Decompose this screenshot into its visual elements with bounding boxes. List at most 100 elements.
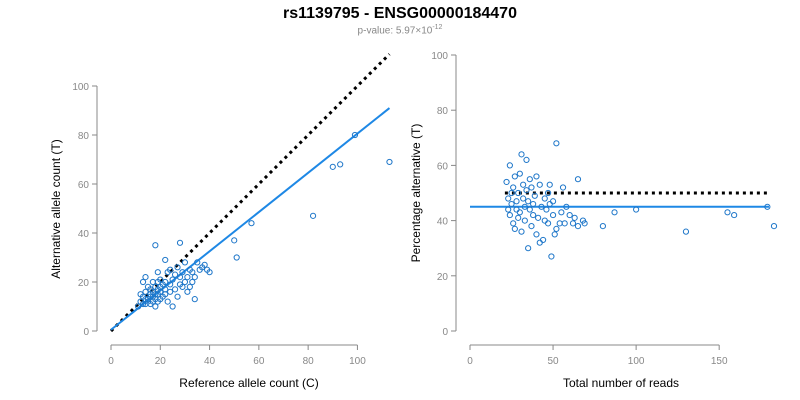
right-data-point: [505, 195, 512, 202]
left-data-point: [186, 283, 193, 290]
left-data-point: [154, 269, 161, 276]
left-data-point: [191, 274, 198, 281]
left-y-tick-label: 60: [78, 180, 90, 191]
right-x-tick-label: 100: [628, 356, 645, 367]
right-data-point: [544, 189, 552, 197]
right-data-point: [548, 253, 555, 260]
left-data-point: [152, 242, 159, 249]
left-x-tick-label: 20: [155, 356, 167, 367]
right-data-point: [510, 184, 517, 191]
right-data-point: [530, 211, 537, 219]
right-y-tick-label: 100: [431, 51, 448, 62]
right-data-point: [558, 209, 565, 216]
left-data-point: [181, 278, 189, 286]
left-data-point: [179, 283, 186, 290]
right-data-point: [523, 187, 530, 194]
left-data-point: [181, 259, 189, 266]
left-data-point: [179, 269, 186, 276]
right-data-point: [525, 245, 532, 252]
chart-title: rs1139795 - ENSG00000184470: [283, 5, 517, 22]
right-data-point: [549, 211, 557, 219]
left-data-point: [184, 274, 191, 281]
right-data-point: [510, 220, 517, 227]
right-data-point: [518, 151, 525, 158]
left-data-point: [171, 271, 179, 278]
right-data-point: [531, 192, 538, 199]
right-data-point: [536, 181, 543, 188]
left-data-point: [194, 259, 201, 266]
right-data-point: [566, 211, 573, 219]
left-y-tick-label: 100: [72, 82, 89, 93]
right-x-tick-label: 50: [547, 356, 559, 367]
left-data-point: [189, 269, 196, 276]
left-data-point: [184, 288, 191, 295]
left-y-tick-label: 20: [78, 278, 90, 289]
right-data-point: [528, 223, 535, 230]
left-data-point: [157, 276, 164, 283]
right-x-axis-label: Total number of reads: [563, 376, 679, 390]
right-data-point: [539, 236, 547, 244]
right-data-point: [513, 198, 520, 205]
right-data-point: [505, 206, 512, 213]
right-y-tick-label: 60: [437, 161, 449, 172]
right-data-point: [553, 140, 560, 147]
left-data-point: [135, 303, 142, 310]
right-x-tick-label: 0: [467, 356, 473, 367]
left-y-tick-label: 40: [78, 229, 90, 240]
right-data-point: [563, 203, 570, 210]
left-data-point: [152, 303, 159, 310]
left-data-point: [142, 288, 149, 295]
right-data-point: [724, 209, 731, 216]
right-data-point: [599, 223, 606, 230]
left-data-point: [149, 278, 156, 286]
right-data-point: [533, 231, 540, 238]
right-data-point: [571, 214, 578, 221]
right-y-tick-label: 0: [442, 327, 448, 338]
right-x-tick-label: 150: [711, 356, 728, 367]
left-data-point: [231, 237, 238, 244]
left-data-point: [309, 212, 317, 219]
left-y-tick-label: 80: [78, 131, 90, 142]
left-data-point: [171, 286, 179, 293]
right-data-point: [536, 239, 543, 246]
right-data-point: [553, 225, 560, 232]
left-data-point: [206, 269, 213, 276]
left-x-tick-label: 60: [253, 356, 265, 367]
right-data-point: [535, 214, 542, 221]
left-data-point: [176, 239, 184, 246]
left-data-point: [147, 293, 154, 300]
left-data-point: [337, 161, 344, 168]
left-data-point: [189, 278, 196, 286]
right-data-point: [533, 173, 540, 180]
right-data-point: [520, 181, 527, 188]
left-data-point: [162, 278, 169, 286]
right-data-point: [503, 178, 510, 186]
right-data-point: [538, 203, 545, 210]
right-data-point: [525, 198, 532, 205]
left-y-axis-label: Alternative allele count (T): [49, 139, 63, 278]
right-data-point: [523, 156, 530, 163]
right-data-point: [556, 220, 563, 227]
left-data-point: [162, 256, 169, 264]
right-data-point: [611, 209, 618, 216]
left-data-point: [152, 291, 159, 298]
left-data-point: [174, 293, 181, 300]
right-data-point: [581, 220, 588, 227]
left-data-point: [191, 296, 198, 303]
right-data-point: [569, 220, 577, 227]
left-data-point: [142, 274, 149, 281]
right-data-point: [546, 181, 553, 188]
left-data-point: [386, 158, 393, 166]
left-data-point: [164, 298, 171, 305]
left-data-point: [139, 278, 147, 286]
right-data-point: [543, 206, 550, 213]
right-data-point: [515, 214, 522, 221]
left-data-point: [329, 163, 336, 170]
right-data-point: [521, 203, 528, 210]
right-data-point: [764, 203, 771, 210]
left-x-tick-label: 100: [349, 356, 366, 367]
left-x-tick-label: 80: [303, 356, 315, 367]
right-data-point: [526, 176, 533, 183]
right-data-point: [511, 225, 518, 232]
